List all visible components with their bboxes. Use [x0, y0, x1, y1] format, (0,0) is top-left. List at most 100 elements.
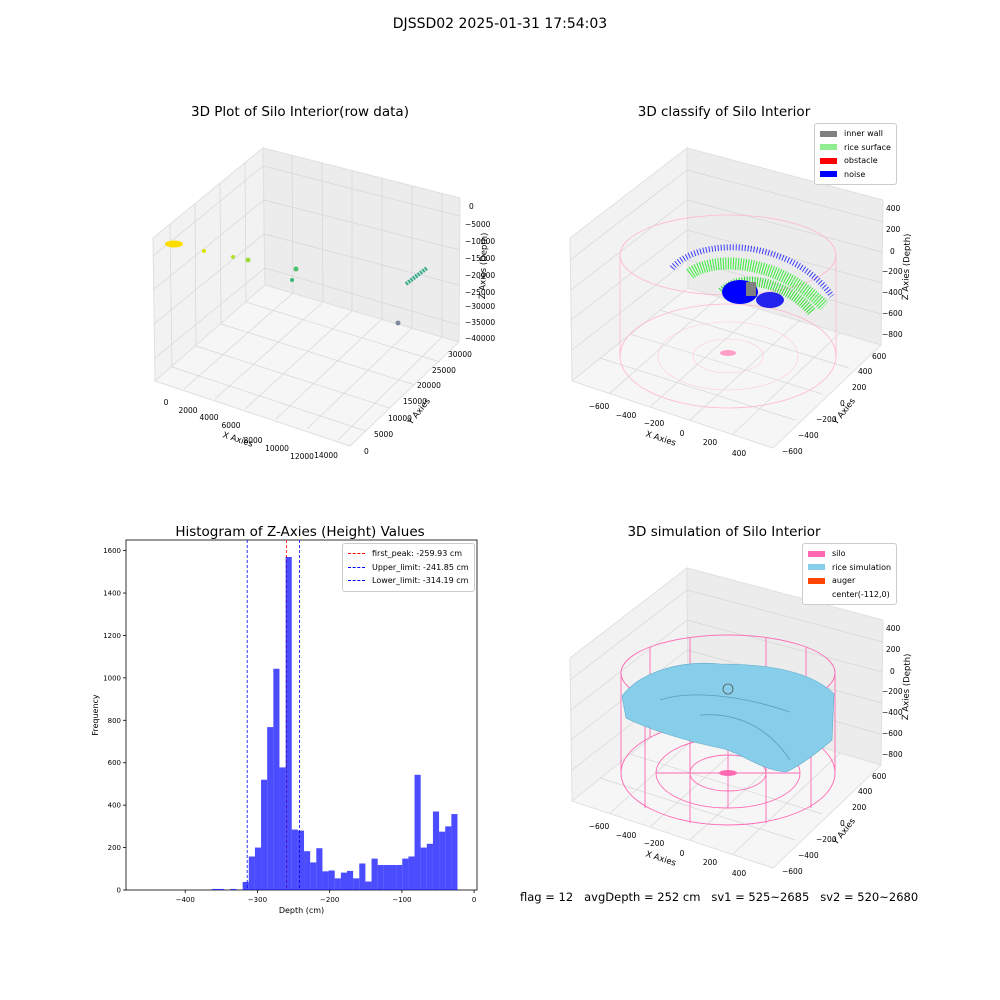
y-tick-label: 600 — [872, 352, 887, 361]
panel4-rice-simulation — [621, 663, 835, 773]
panel2-obstacle — [722, 280, 784, 308]
panel4-z-tick-labels: 400 200 0 −200 −400 −600 −800 — [882, 624, 903, 759]
histogram-bar — [242, 881, 249, 890]
z-tick-label: −30000 — [465, 302, 495, 311]
panel2-y-tick-labels: −600 −400 −200 0 200 400 600 — [782, 352, 887, 456]
histogram-bar — [340, 872, 347, 890]
y-tick-label: 10000 — [388, 414, 412, 423]
histogram-bars — [211, 556, 458, 890]
x-tick-label: 0 — [164, 398, 169, 407]
legend-item: inner wall — [820, 127, 891, 141]
histogram-bar — [322, 871, 329, 890]
y-tick-label: 600 — [872, 772, 887, 781]
legend-line — [348, 566, 365, 568]
z-tick-label: 400 — [886, 624, 901, 633]
x-tick-label: 4000 — [199, 413, 218, 422]
y-tick-label: 200 — [852, 383, 867, 392]
histogram-bar — [316, 848, 323, 890]
panel4-y-tick-labels: −600 −400 −200 0 200 400 600 — [782, 772, 887, 876]
legend-swatch — [808, 564, 825, 571]
histogram-bar — [248, 856, 255, 890]
histogram-bar — [426, 843, 433, 890]
x-tick-label: −400 — [616, 831, 637, 840]
panel2-floor-pane — [570, 287, 882, 449]
histogram-bar — [261, 779, 268, 890]
panel4-title: 3D simulation of Silo Interior — [627, 524, 821, 540]
histogram-bar — [347, 870, 354, 890]
panel4-z-axis-label: Z Axies (Depth) — [901, 653, 913, 720]
histogram-bar — [297, 830, 305, 890]
histogram-bar — [273, 668, 280, 890]
panel1-z-tick-labels: 0 −5000 −10000 −15000 −20000 −25000 −300… — [465, 202, 495, 343]
panel4-x-axis-label: X Axies — [644, 849, 677, 868]
data-point — [202, 249, 206, 253]
histogram-bar — [432, 811, 440, 890]
legend-item: center(-112,0) — [808, 588, 891, 602]
z-tick-label: −600 — [882, 729, 903, 738]
x-tick-label: 2000 — [178, 406, 197, 415]
histogram-y-axis-label: Frequency — [91, 694, 100, 736]
panel2-z-tick-labels: 400 200 0 −200 −400 −600 −800 — [882, 204, 903, 339]
histogram-bar — [414, 774, 421, 890]
histogram-bar — [383, 864, 390, 890]
histogram-bar — [408, 856, 415, 890]
z-tick-label: −10000 — [465, 237, 495, 246]
legend-item: auger — [808, 574, 891, 588]
z-tick-label: 0 — [890, 247, 895, 256]
x-tick-label: 6000 — [221, 421, 240, 430]
legend-line — [348, 580, 365, 582]
legend-label: rice simulation — [832, 562, 892, 572]
legend-label: rice surface — [844, 142, 891, 152]
y-tick-label: 200 — [108, 844, 121, 852]
data-point — [404, 266, 429, 286]
histogram-bar — [389, 864, 397, 890]
histogram-bar — [230, 888, 237, 890]
z-tick-label: −800 — [882, 750, 903, 759]
histogram-bar — [439, 831, 446, 890]
z-tick-label: 200 — [886, 645, 901, 654]
legend-item: Upper_limit: -241.85 cm — [348, 561, 469, 575]
panel2-x-tick-labels: −600 −400 −200 0 200 400 — [589, 402, 747, 458]
legend-item: rice surface — [820, 141, 891, 155]
legend-label: silo — [832, 549, 846, 559]
histogram-bar — [211, 888, 219, 890]
panel4-rice-contour — [659, 694, 791, 761]
figure-title: DJSSD02 2025-01-31 17:54:03 — [392, 16, 608, 32]
panel1-z-axis-label: Z Axies (Depth) — [478, 232, 490, 299]
x-tick-label: 400 — [732, 869, 747, 878]
z-tick-label: −40000 — [465, 334, 495, 343]
histogram-bar — [328, 870, 335, 890]
panel1-points — [165, 240, 429, 326]
x-tick-label: −600 — [589, 402, 610, 411]
z-tick-label: −15000 — [465, 254, 495, 263]
x-tick-label: 12000 — [290, 452, 314, 461]
histogram-bar — [377, 864, 384, 890]
histogram-bar — [445, 826, 452, 890]
z-tick-label: −200 — [882, 687, 903, 696]
y-tick-label: 1000 — [103, 674, 121, 682]
histogram-x-ticks: −400 −300 −200 −100 0 — [176, 890, 476, 904]
legend-item: obstacle — [820, 154, 891, 168]
legend-item: silo — [808, 547, 891, 561]
y-tick-label: 25000 — [432, 366, 456, 375]
data-point — [290, 278, 294, 282]
x-tick-label: −400 — [616, 411, 637, 420]
histogram-bar — [285, 556, 292, 890]
y-tick-label: −600 — [782, 447, 803, 456]
data-point — [395, 320, 401, 326]
histogram-bar — [359, 863, 366, 890]
histogram-bar — [291, 829, 298, 890]
y-tick-label: 0 — [117, 887, 121, 895]
x-tick-label: −300 — [248, 896, 267, 904]
data-point — [165, 240, 183, 248]
panel2-3d-axes: −600 −400 −200 0 200 400 X Axies −600 −4… — [569, 146, 913, 458]
legend-label: noise — [844, 169, 866, 179]
histogram-bar — [365, 881, 372, 890]
histogram-bar — [402, 858, 409, 890]
x-tick-label: 400 — [732, 449, 747, 458]
z-tick-label: 0 — [890, 667, 895, 676]
y-tick-label: 400 — [108, 802, 121, 810]
histogram-x-axis-label: Depth (cm) — [279, 906, 324, 915]
y-tick-label: 15000 — [403, 397, 427, 406]
legend-label: Lower_limit: -314.19 cm — [372, 576, 469, 586]
